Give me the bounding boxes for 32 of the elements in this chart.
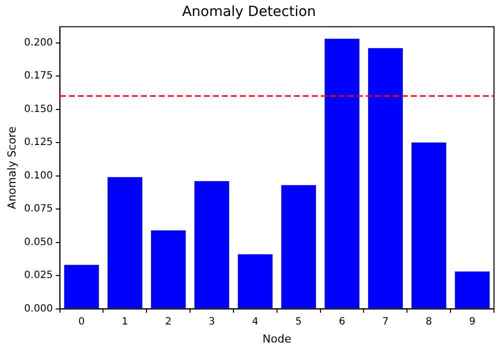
y-tick-label: 0.175 — [24, 70, 53, 82]
x-tick-label: 4 — [252, 316, 258, 328]
y-tick-label: 0.050 — [24, 236, 53, 248]
y-tick-label: 0.125 — [24, 137, 53, 148]
bar — [454, 272, 490, 308]
x-tick-label: 1 — [122, 316, 128, 328]
y-tick-label: 0.200 — [24, 37, 53, 48]
bar — [324, 38, 360, 308]
x-tick-label: 6 — [338, 316, 346, 328]
bar — [238, 254, 273, 308]
chart-title: Anomaly Detection — [182, 4, 316, 20]
x-tick-label: 3 — [208, 316, 215, 328]
bar — [64, 264, 99, 308]
y-tick-label: 0.150 — [24, 104, 53, 115]
bar — [281, 185, 316, 308]
bar — [108, 177, 142, 308]
bar — [412, 142, 446, 308]
x-tick-label: 7 — [382, 316, 389, 328]
y-tick-label: 0.100 — [24, 170, 53, 182]
bar — [368, 48, 403, 308]
x-tick-label: 8 — [426, 316, 432, 328]
x-axis-title: Node — [262, 332, 292, 346]
y-tick-label: 0.025 — [24, 270, 53, 282]
x-tick-label: 5 — [295, 316, 302, 328]
bar — [151, 230, 186, 308]
x-tick-label: 0 — [78, 316, 85, 328]
x-tick-label: 9 — [469, 316, 476, 328]
x-tick-label: 2 — [165, 316, 172, 328]
bar — [194, 181, 230, 308]
y-tick-label: 0.075 — [24, 204, 53, 215]
y-tick-label: 0.000 — [24, 303, 53, 314]
y-axis-title: Anomaly Score — [5, 126, 18, 210]
